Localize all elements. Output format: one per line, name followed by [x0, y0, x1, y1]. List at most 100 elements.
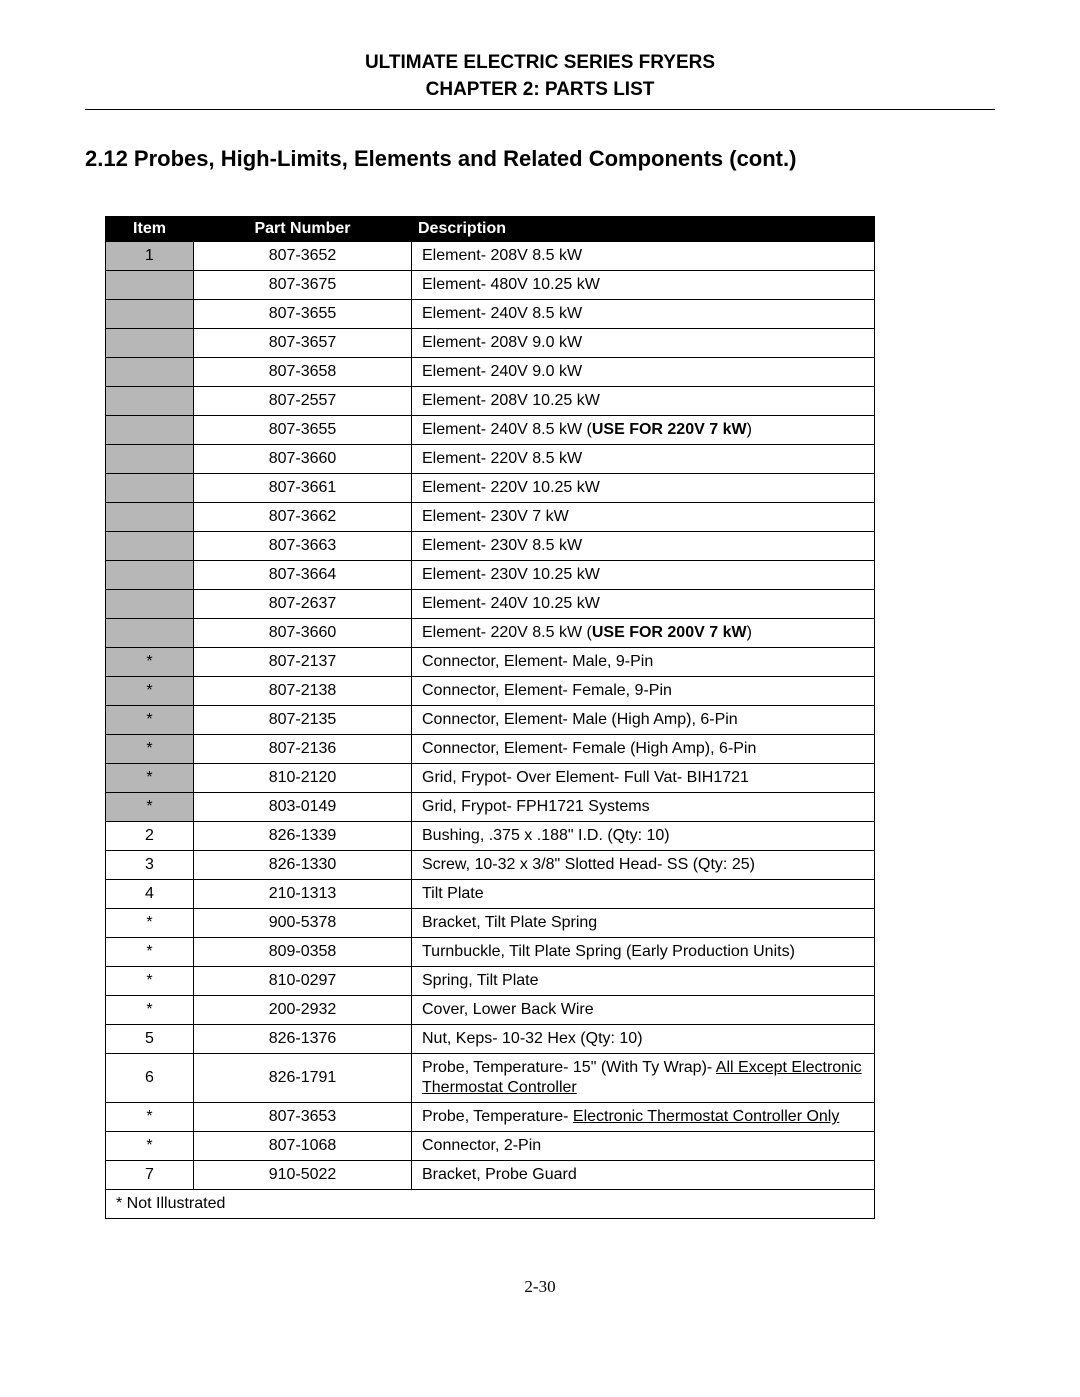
- cell-part-number: 810-2120: [194, 764, 412, 793]
- cell-description: Spring, Tilt Plate: [412, 967, 875, 996]
- cell-part-number: 807-2137: [194, 648, 412, 677]
- cell-part-number: 826-1791: [194, 1054, 412, 1103]
- desc-segment: Element- 230V 8.5 kW: [422, 537, 582, 554]
- cell-part-number: 807-1068: [194, 1132, 412, 1161]
- cell-description: Bracket, Tilt Plate Spring: [412, 909, 875, 938]
- cell-part-number: 900-5378: [194, 909, 412, 938]
- table-row: *807-2135Connector, Element- Male (High …: [106, 706, 875, 735]
- cell-part-number: 809-0358: [194, 938, 412, 967]
- desc-segment: Connector, Element- Female (High Amp), 6…: [422, 740, 756, 757]
- desc-segment: Element- 230V 7 kW: [422, 508, 569, 525]
- desc-segment: Nut, Keps- 10-32 Hex (Qty: 10): [422, 1030, 643, 1047]
- cell-item: *: [106, 648, 194, 677]
- cell-description: Connector, 2-Pin: [412, 1132, 875, 1161]
- desc-segment: Grid, Frypot- Over Element- Full Vat- BI…: [422, 769, 749, 786]
- desc-segment: Bushing, .375 x .188" I.D. (Qty: 10): [422, 827, 670, 844]
- table-row: 807-2557Element- 208V 10.25 kW: [106, 387, 875, 416]
- table-row: 807-3675Element- 480V 10.25 kW: [106, 271, 875, 300]
- cell-description: Element- 230V 10.25 kW: [412, 561, 875, 590]
- cell-description: Screw, 10-32 x 3/8" Slotted Head- SS (Qt…: [412, 851, 875, 880]
- desc-segment: Bracket, Probe Guard: [422, 1166, 577, 1183]
- cell-part-number: 807-3655: [194, 300, 412, 329]
- table-row: *809-0358Turnbuckle, Tilt Plate Spring (…: [106, 938, 875, 967]
- cell-part-number: 807-2135: [194, 706, 412, 735]
- cell-item: [106, 474, 194, 503]
- table-row: 807-3658Element- 240V 9.0 kW: [106, 358, 875, 387]
- cell-description: Element- 208V 8.5 kW: [412, 242, 875, 271]
- cell-item: [106, 503, 194, 532]
- cell-item: 4: [106, 880, 194, 909]
- cell-description: Element- 208V 9.0 kW: [412, 329, 875, 358]
- desc-segment: Turnbuckle, Tilt Plate Spring (Early Pro…: [422, 943, 795, 960]
- table-row: 807-3663 Element- 230V 8.5 kW: [106, 532, 875, 561]
- table-row: *810-0297Spring, Tilt Plate: [106, 967, 875, 996]
- cell-part-number: 807-3662: [194, 503, 412, 532]
- desc-segment: Cover, Lower Back Wire: [422, 1001, 594, 1018]
- desc-segment: Element- 220V 10.25 kW: [422, 479, 600, 496]
- table-row: *900-5378Bracket, Tilt Plate Spring: [106, 909, 875, 938]
- cell-part-number: 807-3657: [194, 329, 412, 358]
- cell-description: Element- 230V 8.5 kW: [412, 532, 875, 561]
- table-row: 807-3657Element- 208V 9.0 kW: [106, 329, 875, 358]
- table-row: 6826-1791Probe, Temperature- 15" (With T…: [106, 1054, 875, 1103]
- desc-segment: Connector, 2-Pin: [422, 1137, 541, 1154]
- cell-item: *: [106, 706, 194, 735]
- cell-part-number: 810-0297: [194, 967, 412, 996]
- cell-description: Element- 240V 10.25 kW: [412, 590, 875, 619]
- desc-segment: Element- 480V 10.25 kW: [422, 276, 600, 293]
- cell-item: *: [106, 764, 194, 793]
- desc-segment: Grid, Frypot- FPH1721 Systems: [422, 798, 650, 815]
- desc-segment: Element- 240V 10.25 kW: [422, 595, 600, 612]
- cell-item: 7: [106, 1161, 194, 1190]
- table-row: 3826-1330Screw, 10-32 x 3/8" Slotted Hea…: [106, 851, 875, 880]
- desc-segment: Element- 208V 8.5 kW: [422, 247, 582, 264]
- cell-description: Element- 220V 10.25 kW: [412, 474, 875, 503]
- table-row: *803-0149Grid, Frypot- FPH1721 Systems: [106, 793, 875, 822]
- cell-part-number: 807-3663: [194, 532, 412, 561]
- table-row: 807-2637 Element- 240V 10.25 kW: [106, 590, 875, 619]
- desc-segment: Connector, Element- Female, 9-Pin: [422, 682, 672, 699]
- table-row: 7910-5022 Bracket, Probe Guard: [106, 1161, 875, 1190]
- desc-segment: Element- 220V 8.5 kW (: [422, 624, 592, 641]
- cell-part-number: 807-3652: [194, 242, 412, 271]
- cell-description: Element- 208V 10.25 kW: [412, 387, 875, 416]
- cell-item: 5: [106, 1025, 194, 1054]
- cell-item: 1: [106, 242, 194, 271]
- desc-segment: Screw, 10-32 x 3/8" Slotted Head- SS (Qt…: [422, 856, 755, 873]
- cell-part-number: 807-2637: [194, 590, 412, 619]
- parts-table-footnote: * Not Illustrated: [106, 1190, 875, 1219]
- cell-part-number: 807-2136: [194, 735, 412, 764]
- desc-segment: Element- 240V 8.5 kW: [422, 305, 582, 322]
- cell-part-number: 200-2932: [194, 996, 412, 1025]
- cell-description: Bushing, .375 x .188" I.D. (Qty: 10): [412, 822, 875, 851]
- cell-part-number: 803-0149: [194, 793, 412, 822]
- cell-description: Element- 230V 7 kW: [412, 503, 875, 532]
- desc-segment: Element- 230V 10.25 kW: [422, 566, 600, 583]
- desc-segment: USE FOR 200V 7 kW: [592, 624, 747, 641]
- desc-segment: Bracket, Tilt Plate Spring: [422, 914, 597, 931]
- desc-segment: Electronic Thermostat Controller Only: [573, 1108, 839, 1125]
- cell-description: Connector, Element- Female (High Amp), 6…: [412, 735, 875, 764]
- doc-header-rule: [85, 109, 995, 110]
- desc-segment: ): [747, 624, 752, 641]
- cell-item: [106, 561, 194, 590]
- table-row: 2826-1339Bushing, .375 x .188" I.D. (Qty…: [106, 822, 875, 851]
- table-row: 807-3662 Element- 230V 7 kW: [106, 503, 875, 532]
- cell-part-number: 910-5022: [194, 1161, 412, 1190]
- table-row: 807-3660Element- 220V 8.5 kW: [106, 445, 875, 474]
- section-heading: 2.12 Probes, High-Limits, Elements and R…: [85, 146, 995, 172]
- doc-header-line2: CHAPTER 2: PARTS LIST: [85, 77, 995, 104]
- desc-segment: USE FOR 220V 7 kW: [592, 421, 747, 438]
- cell-item: [106, 416, 194, 445]
- table-row: 807-3661Element- 220V 10.25 kW: [106, 474, 875, 503]
- cell-part-number: 807-3660: [194, 619, 412, 648]
- col-header-item: Item: [106, 217, 194, 242]
- cell-part-number: 807-3658: [194, 358, 412, 387]
- doc-header-line1: ULTIMATE ELECTRIC SERIES FRYERS: [85, 50, 995, 77]
- cell-description: Grid, Frypot- Over Element- Full Vat- BI…: [412, 764, 875, 793]
- table-row: 5826-1376Nut, Keps- 10-32 Hex (Qty: 10): [106, 1025, 875, 1054]
- desc-segment: Spring, Tilt Plate: [422, 972, 539, 989]
- table-row: *807-2137Connector, Element- Male, 9-Pin: [106, 648, 875, 677]
- parts-table-body: 1807-3652 Element- 208V 8.5 kW 807-3675Ele…: [106, 242, 875, 1190]
- cell-part-number: 210-1313: [194, 880, 412, 909]
